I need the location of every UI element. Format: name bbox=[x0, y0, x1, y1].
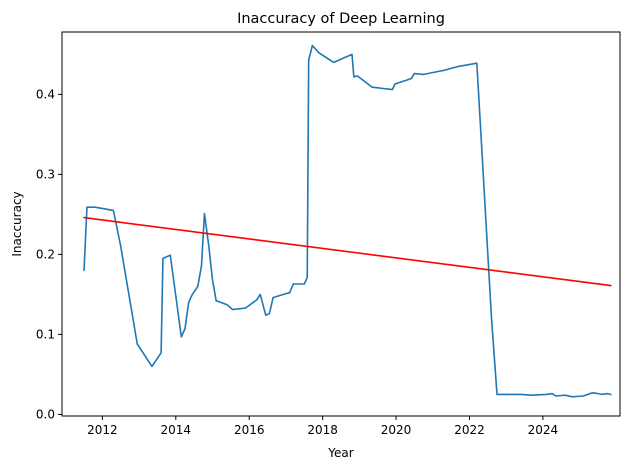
x-axis: 2012 2014 2016 2018 2020 2022 2024 bbox=[87, 416, 558, 437]
y-tick-label: 0.2 bbox=[36, 247, 55, 261]
y-tick-label: 0.4 bbox=[36, 87, 55, 101]
plot-frame bbox=[61, 31, 621, 417]
x-tick-label: 2016 bbox=[234, 423, 265, 437]
x-tick-label: 2022 bbox=[454, 423, 485, 437]
y-axis: 0.0 0.1 0.2 0.3 0.4 bbox=[36, 87, 62, 421]
chart-title: Inaccuracy of Deep Learning bbox=[237, 11, 445, 27]
y-tick-label: 0.0 bbox=[36, 407, 55, 421]
x-tick-label: 2018 bbox=[307, 423, 338, 437]
trend-line bbox=[83, 216, 612, 287]
x-tick-label: 2012 bbox=[87, 423, 118, 437]
y-tick-label: 0.3 bbox=[36, 167, 55, 181]
y-axis-label: Inaccuracy bbox=[10, 191, 24, 256]
x-tick-label: 2024 bbox=[528, 423, 559, 437]
x-axis-label: Year bbox=[327, 446, 353, 460]
x-tick-label: 2020 bbox=[381, 423, 412, 437]
y-tick-label: 0.1 bbox=[36, 327, 55, 341]
inaccuracy-series-line bbox=[83, 44, 612, 398]
plot-area bbox=[83, 44, 612, 398]
x-tick-label: 2014 bbox=[161, 423, 192, 437]
